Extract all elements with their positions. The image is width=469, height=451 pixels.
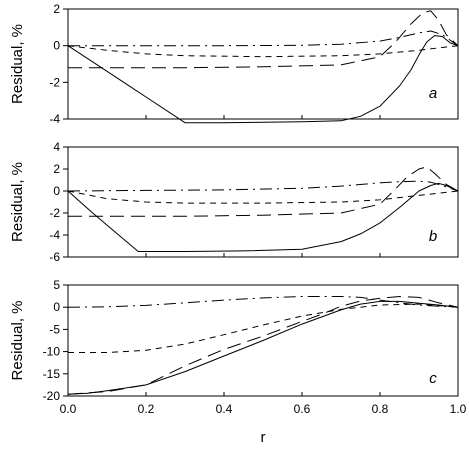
panel-b: -6 -4 -2 0 2 4 Residual, % b [9, 140, 459, 264]
y-tick-label: 2 [53, 2, 60, 16]
x-tick-label: 0.6 [294, 402, 311, 416]
y-tick-label: -4 [49, 228, 60, 242]
series-line-short-dash [67, 190, 459, 204]
y-tick-label: 2 [53, 162, 60, 176]
y-tick-label: 0 [53, 39, 60, 53]
panel-letter: a [429, 85, 437, 102]
y-tick-label: -20 [43, 389, 61, 403]
series-line-solid [67, 300, 459, 395]
y-tick-label: 0 [53, 300, 60, 314]
y-tick-label: -6 [49, 250, 60, 264]
panel-a: -4 -2 0 2 Residual, % a [9, 2, 459, 126]
x-tick-label: 0.4 [216, 402, 233, 416]
x-tick-label: 1.0 [450, 402, 467, 416]
panel-letter: b [429, 228, 437, 245]
y-tick-label: -2 [49, 206, 60, 220]
x-tick-label: 0.0 [60, 402, 77, 416]
series-line-long-dash [68, 166, 459, 217]
plot-frame [67, 8, 459, 120]
series-line-long-dash [68, 10, 459, 69]
y-tick-label: -10 [43, 345, 61, 359]
panel-c: -20 -15 -10 -5 0 5 0.0 0.2 0.4 0.6 0.8 1.0 Residual,… [9, 278, 467, 446]
y-axis-label: Residual, % [9, 162, 26, 242]
series-line-long-dash [67, 296, 459, 395]
x-axis-label: r [261, 429, 266, 446]
series-line-dash-dot [67, 180, 459, 192]
series-line-solid [67, 182, 459, 252]
y-tick-label: -5 [49, 322, 60, 336]
x-tick-label: 0.2 [138, 402, 155, 416]
series-line-solid [67, 35, 459, 124]
y-tick-label: 0 [53, 184, 60, 198]
series-line-dash-dot [68, 30, 459, 47]
y-axis-label: Residual, % [9, 300, 26, 380]
x-tick-label: 0.8 [372, 402, 389, 416]
y-tick-label: -4 [49, 112, 60, 126]
y-tick-label: 5 [53, 278, 60, 292]
plot-frame [67, 146, 459, 258]
y-axis-label: Residual, % [9, 24, 26, 104]
plot-frame [67, 284, 459, 397]
y-tick-label: 4 [53, 140, 60, 154]
y-tick-label: -15 [43, 367, 61, 381]
series-line-short-dash [68, 303, 459, 353]
series-line-short-dash [67, 45, 459, 58]
panel-letter: c [429, 370, 437, 387]
y-tick-label: -2 [49, 75, 60, 89]
